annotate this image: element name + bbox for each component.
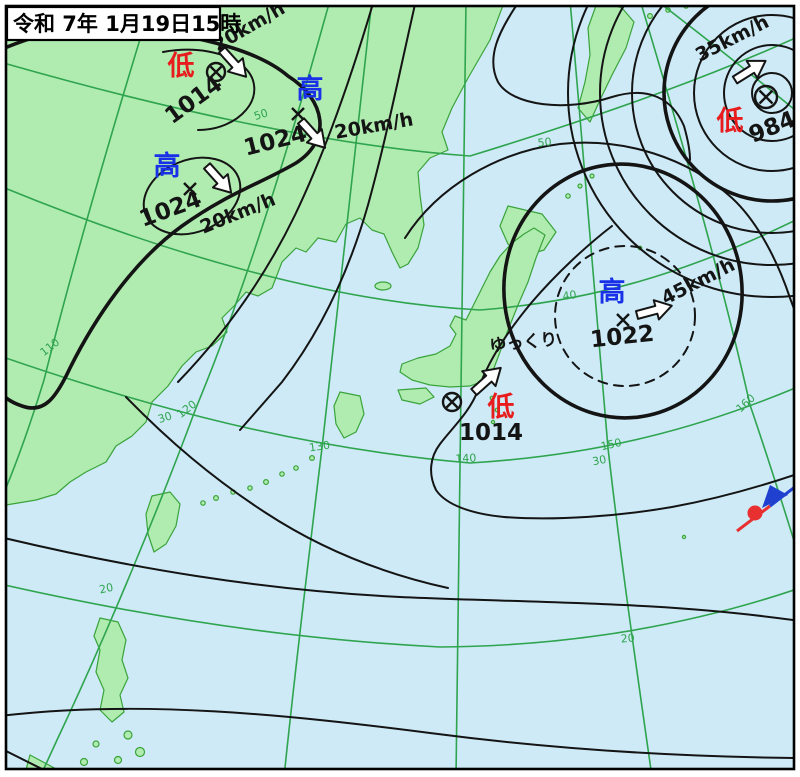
center-mark-icon: [205, 61, 227, 83]
isobar-high-c-oval: [502, 162, 744, 420]
isobar-south-3: [6, 707, 794, 759]
movement-arrow-icon: [470, 366, 502, 396]
longitude-110-line: [6, 6, 151, 490]
isobar-high-c-dashed: [554, 245, 696, 387]
longitude-170-line: [662, 6, 794, 111]
center-mark-icon: [183, 182, 197, 196]
center-mark-icon: [291, 107, 305, 121]
island-jeju: [374, 281, 392, 291]
low-symbol: 低: [716, 106, 744, 137]
lat-label: 40: [562, 288, 578, 303]
center-mark-icon: [616, 313, 630, 327]
lat-label: 50: [537, 135, 552, 149]
center-mark-icon: [753, 84, 779, 110]
movement-arrow-icon: [634, 299, 673, 321]
isobar-high-b-oval: [142, 156, 242, 236]
lon-label: 130: [308, 439, 331, 455]
latitude-50-line: [6, 37, 794, 157]
lat-label: 30: [156, 409, 173, 426]
chart-date-label: 令和 7年 1月19日15時: [13, 12, 241, 36]
landmass-honshu: [399, 227, 546, 388]
landmass-eurasia: [6, 6, 504, 506]
landmass-shikoku: [397, 387, 435, 405]
cold-front-triangle-icon: [762, 485, 788, 508]
date-box-frame: [5, 5, 222, 42]
movement-arrow-icon: [297, 117, 327, 149]
isobar-low-nw-inner: [162, 48, 256, 131]
longitude-120-line: [42, 6, 330, 769]
isobar-south-2: [125, 396, 449, 589]
center-mark-icon: [441, 391, 463, 413]
landmasses: [6, 6, 689, 769]
isobar-low-jp-loop: [430, 225, 794, 520]
lat-label: 20: [98, 581, 114, 597]
low-symbol: 低: [487, 392, 515, 423]
landmass-taiwan: [145, 491, 181, 553]
pressure-value: 1014: [459, 420, 523, 446]
lon-label: 150: [600, 436, 623, 453]
high-symbol: 高: [154, 150, 181, 182]
landmass-sakhalin: [577, 6, 635, 123]
movement-arrow-icon: [731, 59, 767, 85]
high-symbol: 高: [297, 73, 324, 105]
isobar-ridge-over-japan: [404, 141, 794, 312]
map-border: [4, 4, 796, 771]
latitude-30-line: [6, 357, 794, 464]
isobar-rings-low-ne: [567, 6, 794, 298]
movement-arrow-icon: [203, 162, 233, 194]
lon-label: 140: [455, 451, 477, 465]
lat-label: 20: [620, 631, 635, 645]
lat-label: 30: [591, 453, 607, 468]
movement-arrow-icon: [218, 46, 248, 78]
latitude-40-line: [6, 187, 794, 311]
landmass-luzon: [93, 617, 129, 723]
longitude-130-line: [284, 6, 373, 769]
isobar-south-1: [6, 537, 794, 622]
isobar-trough-2: [239, 6, 416, 431]
isobar-corner-sw: [6, 749, 45, 769]
longitude-150-line: [569, 6, 652, 769]
low-symbol: 低: [167, 51, 195, 82]
date-box: 令和 7年 1月19日15時: [5, 5, 241, 42]
stationary-front: [736, 485, 794, 533]
warm-front-semicircle-icon: [747, 505, 763, 521]
landmass-kyushu: [333, 391, 365, 439]
latitude-20-line: [6, 584, 794, 648]
high-symbol: 高: [599, 276, 626, 308]
lat-label: 50: [252, 106, 269, 123]
isobar-trough-1: [177, 6, 374, 383]
